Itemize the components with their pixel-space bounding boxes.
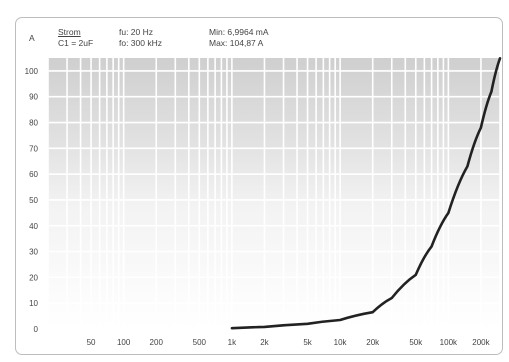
max-readout: Max: 104,87 A: [209, 38, 264, 48]
y-tick-label-10: 10: [29, 299, 38, 308]
legend-title: Strom: [58, 27, 81, 37]
x-tick-label-500: 500: [193, 338, 207, 347]
series-layer: [230, 57, 502, 330]
y-tick-label-20: 20: [29, 273, 38, 282]
y-tick-label-40: 40: [29, 222, 38, 231]
y-tick-label-30: 30: [29, 248, 38, 257]
grid-lines: [47, 58, 501, 330]
legend-subtitle: C1 = 2uF: [58, 38, 94, 48]
fo-readout: fo: 300 kHz: [119, 38, 162, 48]
x-tick-label-5k: 5k: [303, 338, 312, 347]
x-tick-label-200: 200: [150, 338, 164, 347]
y-tick-label-50: 50: [29, 196, 38, 205]
y-tick-label-70: 70: [29, 144, 38, 153]
tick-labels: 0 10 20 30 40 50 60 70 80 90 100 50 100 200 500 1k 2k 5k 1…: [25, 67, 491, 347]
chart-svg: 0 10 20 30 40 50 60 70 80 90 100 50 100 200 500 1k 2k 5k 1…: [25, 57, 502, 347]
series-line-0: [230, 57, 502, 330]
fu-readout: fu: 20 Hz: [119, 27, 154, 37]
y-tick-label-100: 100: [25, 67, 39, 76]
x-tick-label-50: 50: [87, 338, 96, 347]
y-tick-label-60: 60: [29, 170, 38, 179]
x-tick-label-100: 100: [117, 338, 131, 347]
x-tick-label-100k: 100k: [440, 338, 458, 347]
x-tick-label-1k: 1k: [228, 338, 237, 347]
x-tick-label-200k: 200k: [472, 338, 490, 347]
y-tick-label-80: 80: [29, 119, 38, 128]
chart-frame: A Strom C1 = 2uF fu: 20 Hz fo: 300 kHz M…: [15, 17, 503, 355]
min-readout: Min: 6,9964 mA: [209, 27, 269, 37]
x-tick-label-50k: 50k: [409, 338, 423, 347]
y-tick-label-0: 0: [34, 325, 39, 334]
x-tick-label-20k: 20k: [366, 338, 380, 347]
x-tick-label-10k: 10k: [334, 338, 348, 347]
x-tick-label-2k: 2k: [260, 338, 269, 347]
y-tick-label-90: 90: [29, 93, 38, 102]
y-unit-label: A: [29, 33, 35, 43]
